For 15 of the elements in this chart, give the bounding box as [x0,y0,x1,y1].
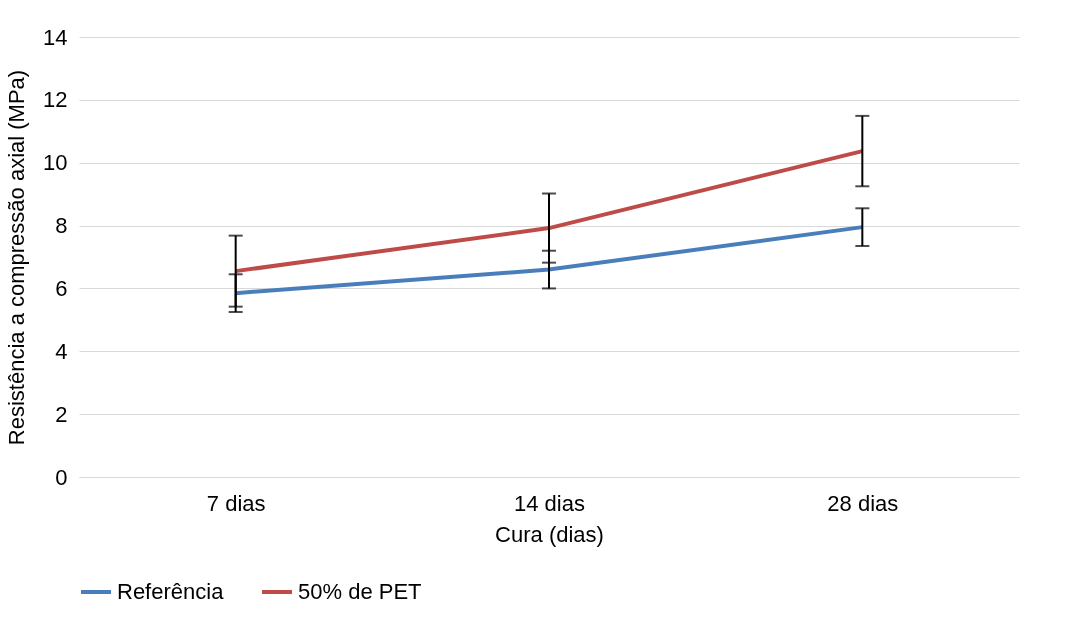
y-tick-label: 14 [43,24,68,50]
y-tick-label: 2 [55,401,68,427]
y-tick-label: 8 [55,213,68,239]
y-tick-label: 6 [55,275,68,301]
x-tick-label: 14 dias [514,490,585,516]
y-tick-label: 10 [43,150,68,176]
y-tick-label: 0 [55,464,68,490]
legend-label: 50% de PET [298,579,422,604]
y-tick-label: 4 [55,338,68,364]
x-tick-label: 28 dias [827,490,899,516]
x-axis-title: Cura (dias) [495,521,604,547]
y-tick-label: 12 [43,87,68,113]
x-tick-label: 7 dias [206,490,266,516]
legend-label: Referência [117,579,225,604]
y-axis-title: Resistência a compressão axial (MPa) [4,69,30,446]
